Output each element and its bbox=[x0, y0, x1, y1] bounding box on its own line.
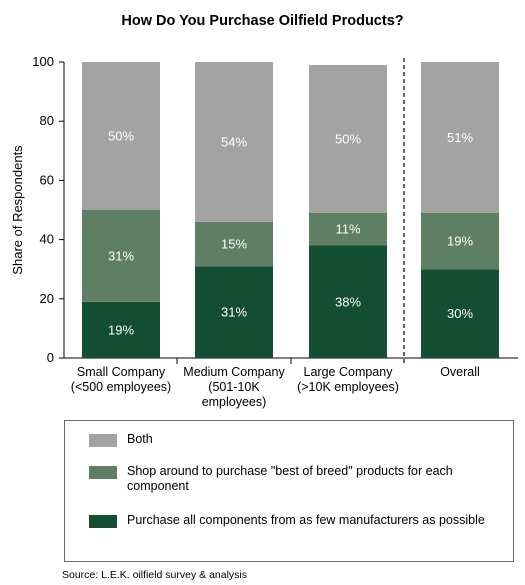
legend-label-shop-around: Shop around to purchase "best of breed" … bbox=[127, 464, 453, 493]
bar-segment bbox=[421, 62, 499, 213]
bar-value-label: 19% bbox=[108, 322, 134, 337]
legend-item-shop-around: Shop around to purchase "best of breed" … bbox=[89, 464, 487, 494]
bar-value-label: 50% bbox=[335, 131, 361, 146]
bar-value-label: 54% bbox=[221, 134, 247, 149]
bar-value-label: 31% bbox=[108, 248, 134, 263]
x-category-label: (>10K employees) bbox=[297, 380, 399, 394]
legend: Both Shop around to purchase "best of br… bbox=[64, 420, 514, 562]
x-category-label: (501-10K bbox=[208, 380, 260, 394]
bar-value-label: 31% bbox=[221, 305, 247, 320]
bar-value-label: 11% bbox=[335, 222, 360, 237]
bar-segment bbox=[421, 212, 499, 270]
legend-swatch-both bbox=[89, 434, 117, 447]
bar-segment bbox=[82, 210, 160, 302]
bar-segment bbox=[82, 62, 160, 210]
bar-value-label: 15% bbox=[221, 237, 247, 252]
bar-segment bbox=[195, 62, 273, 222]
x-category-label: Medium Company bbox=[183, 365, 285, 379]
bar-segment bbox=[309, 245, 387, 358]
legend-label-both: Both bbox=[127, 432, 153, 446]
bar-segment bbox=[309, 64, 387, 213]
legend-label-few-manufacturers: Purchase all components from as few manu… bbox=[127, 513, 485, 527]
bar-value-label: 50% bbox=[108, 129, 134, 144]
y-tick-label: 60 bbox=[40, 172, 54, 187]
x-category-label: employees) bbox=[202, 395, 267, 409]
x-category-label: Large Company bbox=[304, 365, 394, 379]
y-tick-label: 40 bbox=[40, 232, 54, 247]
y-tick-label: 100 bbox=[32, 54, 54, 69]
legend-swatch-shop-around bbox=[89, 466, 117, 479]
bar-value-label: 51% bbox=[447, 130, 473, 145]
x-category-label: (<500 employees) bbox=[71, 380, 171, 394]
bar-value-label: 30% bbox=[447, 306, 473, 321]
bar-segment bbox=[195, 221, 273, 267]
x-category-label: Small Company bbox=[77, 365, 166, 379]
bar-value-label: 19% bbox=[447, 234, 473, 249]
stacked-bar-chart: 0 20 40 60 80 100 Share of Respondents 19% 31% 50… bbox=[10, 54, 518, 409]
legend-item-both: Both bbox=[89, 432, 487, 447]
legend-swatch-few-manufacturers bbox=[89, 515, 117, 528]
chart-title: How Do You Purchase Oilfield Products? bbox=[121, 13, 404, 29]
bar-segment bbox=[195, 266, 273, 358]
legend-item-few-manufacturers: Purchase all components from as few manu… bbox=[89, 513, 487, 528]
x-category-label: Overall bbox=[440, 365, 480, 379]
bar-segment bbox=[82, 301, 160, 358]
bar-segment bbox=[421, 269, 499, 358]
y-tick-label: 0 bbox=[47, 350, 54, 365]
bar-value-label: 38% bbox=[335, 294, 361, 309]
bar-segment bbox=[309, 212, 387, 246]
y-tick-label: 20 bbox=[40, 291, 54, 306]
source-note: Source: L.E.K. oilfield survey & analysi… bbox=[62, 569, 248, 581]
y-axis-title: Share of Respondents bbox=[10, 145, 25, 275]
y-tick-label: 80 bbox=[40, 113, 54, 128]
